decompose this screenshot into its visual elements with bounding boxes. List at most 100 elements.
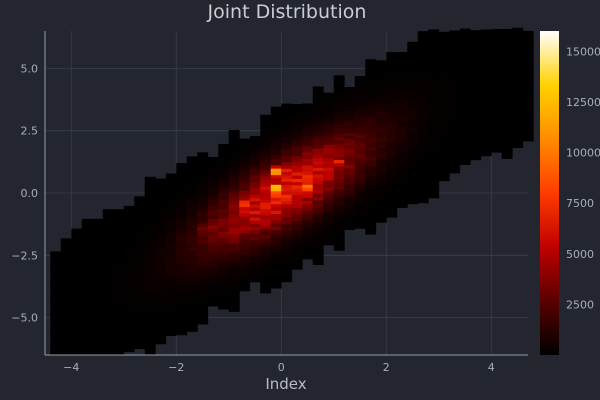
heatmap-cell	[71, 316, 83, 320]
heatmap-cell	[438, 67, 450, 72]
heatmap-cell	[291, 191, 303, 196]
heatmap-cell	[50, 306, 62, 311]
heatmap-cell	[344, 226, 356, 230]
heatmap-cell	[491, 61, 503, 66]
heatmap-cell	[239, 193, 251, 198]
heatmap-cell	[302, 197, 314, 202]
heatmap-cell	[81, 235, 93, 239]
heatmap-cell	[386, 171, 398, 176]
heatmap-cell	[386, 175, 398, 179]
heatmap-cell	[449, 121, 461, 125]
heatmap-cell	[375, 176, 387, 181]
heatmap-cell	[333, 143, 345, 148]
heatmap-cell	[92, 332, 104, 336]
heatmap-cell	[438, 132, 450, 136]
heatmap-cell	[417, 34, 429, 39]
heatmap-cell	[71, 296, 83, 301]
heatmap-cell	[186, 250, 198, 255]
heatmap-cell	[302, 122, 314, 127]
heatmap-cell	[302, 242, 314, 247]
heatmap-cell	[354, 205, 366, 210]
heatmap-cell	[165, 235, 177, 239]
heatmap-cell	[323, 215, 335, 220]
heatmap-cell	[375, 199, 387, 204]
heatmap-cell	[470, 52, 482, 57]
colorbar-tick-label: 7500	[566, 197, 594, 210]
heatmap-cell	[81, 286, 93, 291]
heatmap-cell	[480, 133, 492, 137]
heatmap-cell	[375, 157, 387, 162]
heatmap-cell	[312, 122, 324, 126]
heatmap-cell	[449, 147, 461, 151]
heatmap-cell	[81, 293, 93, 298]
heatmap-cell	[291, 181, 303, 186]
heatmap-cell	[50, 270, 62, 275]
heatmap-cell	[81, 283, 93, 288]
heatmap-cell	[176, 325, 188, 329]
heatmap-cell	[186, 279, 198, 284]
heatmap-cell	[207, 189, 219, 194]
heatmap-cell	[92, 293, 104, 298]
heatmap-cell	[407, 174, 419, 179]
heatmap-cell	[417, 180, 429, 184]
heatmap-cell	[270, 220, 282, 224]
heatmap-cell	[102, 348, 114, 353]
heatmap-cell	[396, 71, 408, 76]
heatmap-cell	[354, 140, 366, 145]
heatmap-cell	[228, 188, 240, 192]
heatmap-cell	[344, 96, 356, 101]
heatmap-cell	[417, 70, 429, 74]
heatmap-cell	[375, 141, 387, 145]
heatmap-cell	[207, 205, 219, 210]
heatmap-cell	[375, 66, 387, 71]
heatmap-cell	[144, 325, 156, 330]
heatmap-cell	[71, 254, 83, 259]
heatmap-cell	[407, 129, 419, 133]
heatmap-cell	[354, 176, 366, 181]
heatmap-cell	[512, 108, 524, 113]
heatmap-cell	[438, 115, 450, 120]
heatmap-cell	[249, 155, 261, 160]
heatmap-cell	[144, 176, 156, 181]
heatmap-cell	[60, 264, 72, 268]
heatmap-cell	[218, 289, 230, 294]
heatmap-cell	[302, 213, 314, 218]
heatmap-cell	[207, 218, 219, 223]
heatmap-cell	[207, 208, 219, 213]
heatmap-cell	[470, 91, 482, 96]
heatmap-cell	[407, 61, 419, 65]
heatmap-cell	[417, 102, 429, 107]
heatmap-cell	[365, 111, 377, 115]
heatmap-cell	[197, 197, 209, 202]
heatmap-cell	[428, 162, 440, 166]
heatmap-cell	[333, 230, 345, 235]
heatmap-cell	[386, 152, 398, 157]
heatmap-cell	[260, 231, 272, 236]
heatmap-cell	[491, 129, 503, 134]
heatmap-cell	[102, 286, 114, 291]
heatmap-cell	[176, 240, 188, 245]
heatmap-cell	[291, 123, 303, 128]
heatmap-cell	[312, 199, 324, 204]
heatmap-cell	[480, 94, 492, 98]
heatmap-cell	[291, 236, 303, 241]
heatmap-cell	[375, 163, 387, 168]
heatmap-cell	[123, 299, 135, 304]
heatmap-cell	[428, 68, 440, 72]
heatmap-cell	[197, 307, 209, 312]
heatmap-cell	[386, 155, 398, 160]
heatmap-cell	[123, 273, 135, 278]
heatmap-cell	[291, 230, 303, 234]
heatmap-cell	[354, 186, 366, 190]
heatmap-cell	[417, 37, 429, 42]
heatmap-cell	[491, 42, 503, 46]
heatmap-cell	[323, 102, 335, 107]
heatmap-cell	[102, 316, 114, 320]
heatmap-cell	[281, 139, 293, 143]
heatmap-cell	[501, 51, 513, 56]
heatmap-cell	[134, 261, 146, 265]
heatmap-cell	[239, 209, 251, 214]
heatmap-cell	[417, 66, 429, 71]
heatmap-cell	[354, 101, 366, 106]
heatmap-cell	[81, 267, 93, 272]
